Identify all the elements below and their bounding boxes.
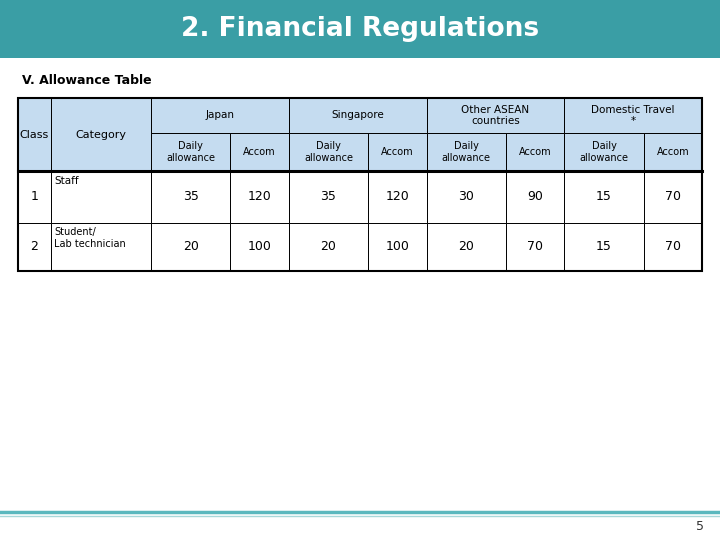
Bar [426, 98, 564, 133]
Bar [230, 133, 289, 171]
Bar [289, 171, 368, 223]
Text: 70: 70 [665, 191, 681, 204]
Text: Daily
allowance: Daily allowance [304, 141, 353, 163]
Text: 70: 70 [527, 240, 543, 253]
Bar [564, 171, 644, 223]
Bar [18, 98, 702, 271]
Text: 90: 90 [527, 191, 543, 204]
Bar [506, 133, 564, 171]
Bar [51, 171, 151, 223]
Bar [426, 223, 506, 271]
Text: Daily
allowance: Daily allowance [166, 141, 215, 163]
Text: Japan: Japan [205, 111, 235, 120]
Bar [230, 223, 289, 271]
Bar [151, 98, 289, 133]
Text: 100: 100 [385, 240, 409, 253]
Bar [151, 223, 230, 271]
Bar [368, 223, 426, 271]
Bar [506, 171, 564, 223]
Text: Student/
Lab technician: Student/ Lab technician [54, 227, 126, 249]
Bar [368, 171, 426, 223]
Bar [644, 223, 702, 271]
Text: Class: Class [20, 130, 49, 139]
Text: 30: 30 [458, 191, 474, 204]
Text: Daily
allowance: Daily allowance [441, 141, 491, 163]
Bar [564, 98, 702, 133]
Bar [289, 98, 426, 133]
Text: Daily
allowance: Daily allowance [580, 141, 629, 163]
Bar [644, 171, 702, 223]
Text: 120: 120 [385, 191, 409, 204]
Text: Domestic Travel
*: Domestic Travel * [591, 105, 675, 126]
Bar [368, 133, 426, 171]
Bar [18, 223, 51, 271]
Text: Accom: Accom [657, 147, 689, 157]
Text: 1: 1 [30, 191, 38, 204]
Text: Staff: Staff [54, 176, 78, 186]
Text: 20: 20 [320, 240, 336, 253]
Bar [230, 171, 289, 223]
Bar [644, 133, 702, 171]
Text: V. Allowance Table: V. Allowance Table [22, 73, 152, 86]
Bar [51, 223, 151, 271]
Bar [506, 223, 564, 271]
Text: 15: 15 [596, 191, 612, 204]
Bar [51, 98, 151, 171]
Text: 2. Financial Regulations: 2. Financial Regulations [181, 16, 539, 42]
Bar [18, 171, 51, 223]
Text: Category: Category [76, 130, 127, 139]
Text: Accom: Accom [518, 147, 552, 157]
Text: 5: 5 [696, 519, 704, 532]
Text: 15: 15 [596, 240, 612, 253]
Text: 2: 2 [30, 240, 38, 253]
Text: Accom: Accom [381, 147, 413, 157]
Bar [426, 133, 506, 171]
Bar [426, 171, 506, 223]
Bar [0, 0, 720, 58]
Bar [289, 223, 368, 271]
Text: 100: 100 [248, 240, 271, 253]
Text: 20: 20 [183, 240, 199, 253]
Bar [151, 133, 230, 171]
Text: 35: 35 [320, 191, 336, 204]
Text: 35: 35 [183, 191, 199, 204]
Text: Other ASEAN
countries: Other ASEAN countries [462, 105, 529, 126]
Text: Accom: Accom [243, 147, 276, 157]
Text: 120: 120 [248, 191, 271, 204]
Text: Singapore: Singapore [331, 111, 384, 120]
Bar [289, 133, 368, 171]
Bar [564, 133, 644, 171]
Text: 20: 20 [458, 240, 474, 253]
Bar [564, 223, 644, 271]
Bar [151, 171, 230, 223]
Bar [18, 98, 51, 171]
Text: 70: 70 [665, 240, 681, 253]
